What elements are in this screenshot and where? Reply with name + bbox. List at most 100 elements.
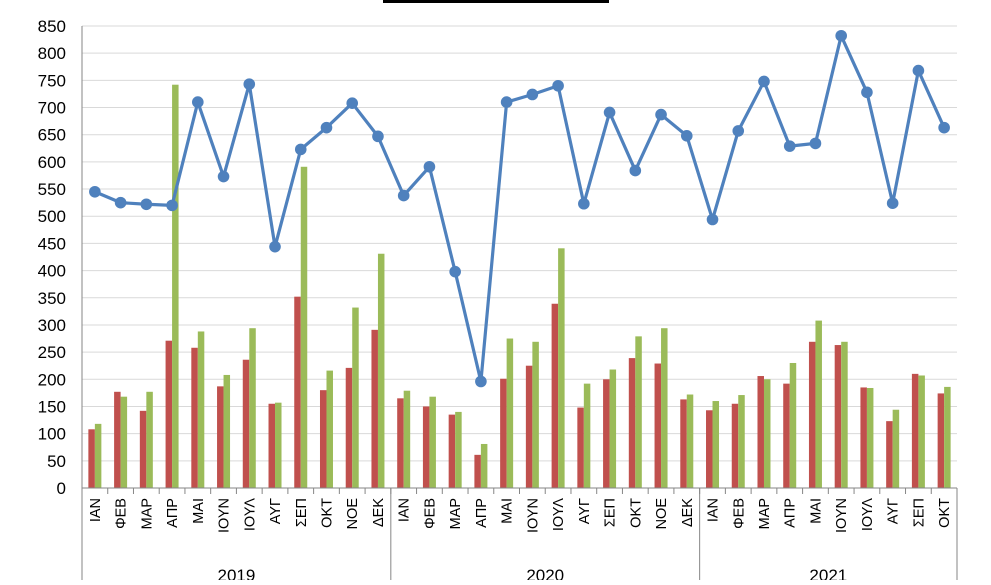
bar: [841, 341, 848, 488]
series-point: [500, 96, 513, 108]
bar: [558, 248, 565, 488]
bar: [680, 399, 687, 488]
bar: [918, 375, 925, 488]
series-point: [140, 198, 153, 211]
x-tick-label: ΙΟΥΛ: [860, 498, 876, 531]
x-tick-label: ΜΑΙ: [191, 498, 207, 524]
bar: [506, 338, 514, 488]
x-tick-label: ΔΕΚ: [680, 498, 696, 527]
bar: [860, 387, 867, 488]
series-point: [886, 197, 899, 209]
bar: [532, 341, 539, 488]
series-point: [706, 213, 719, 226]
x-tick-label: ΑΥΓ: [268, 498, 284, 524]
bar: [551, 303, 559, 488]
bar: [911, 373, 919, 488]
x-tick-label: ΑΥΓ: [577, 498, 593, 524]
bar: [944, 386, 951, 488]
y-tick-label: 350: [38, 289, 66, 308]
y-tick-label: 150: [38, 397, 66, 416]
y-tick-label: 300: [38, 316, 66, 335]
bar: [197, 331, 205, 488]
bar: [654, 363, 662, 488]
y-tick-label: 800: [38, 44, 66, 63]
y-tick-label: 0: [57, 479, 66, 498]
bar: [455, 411, 462, 488]
y-tick-label: 650: [38, 126, 66, 145]
series-point: [423, 160, 436, 173]
bar: [448, 414, 456, 488]
bar: [326, 370, 333, 488]
x-tick-label: ΙΟΥΛ: [551, 498, 567, 531]
bar: [146, 391, 153, 488]
bar: [345, 367, 353, 488]
series-point: [89, 185, 101, 198]
series-point: [294, 143, 307, 156]
axes: [81, 26, 958, 580]
bar: [397, 398, 404, 488]
series-point: [912, 64, 925, 77]
bar: [783, 383, 790, 488]
bar: [577, 407, 584, 488]
bar: [422, 406, 430, 488]
y-axis-tick-labels: 0 50 100 150 200 250 300 350 400 450 500 550 600 650 7…: [38, 17, 66, 498]
series-point: [243, 78, 256, 90]
bar: [371, 329, 378, 488]
x-tick-label: ΙΑΝ: [706, 498, 722, 522]
x-tick-label: ΑΥΓ: [886, 498, 902, 524]
series-point: [192, 96, 204, 108]
bar: [352, 307, 359, 488]
y-tick-label: 200: [38, 370, 66, 389]
bar: [609, 369, 617, 488]
bar: [268, 403, 276, 488]
bar: [191, 347, 198, 488]
line-series: [89, 29, 950, 388]
series-point: [578, 197, 590, 210]
x-tick-label: ΑΠΡ: [165, 498, 181, 528]
series-point: [269, 240, 281, 253]
x-axis-tick-labels: ΙΑΝ ΦΕΒ ΜΑΡ ΑΠΡ ΜΑΙ ΙΟΥΝ ΙΟΥΛ ΑΥΓ ΣΕΠ ΟΚΤ ΝΟΕ ΔΕΚ ΙΑ…: [88, 498, 953, 585]
bar: [377, 253, 385, 488]
x-tick-label: ΙΟΥΝ: [525, 498, 541, 533]
x-tick-label: ΝΟΕ: [654, 498, 670, 530]
bar: [757, 376, 764, 488]
bars: [88, 84, 951, 489]
series-line: [94, 34, 946, 384]
bar: [275, 402, 282, 488]
x-tick-label: ΙΟΥΛ: [242, 498, 258, 531]
bar: [834, 345, 842, 488]
bar: [429, 396, 436, 488]
x-tick-label: ΔΕΚ: [371, 498, 387, 527]
x-tick-label: ΦΕΒ: [731, 498, 747, 529]
bar: [866, 387, 874, 488]
y-tick-label: 450: [38, 234, 66, 253]
series-point: [758, 75, 770, 88]
x-tick-label: ΜΑΡ: [757, 498, 773, 529]
series-point: [397, 189, 410, 202]
series-point: [629, 164, 642, 177]
bar: [686, 394, 694, 488]
x-tick-label: ΦΕΒ: [114, 498, 130, 529]
bar: [937, 393, 945, 488]
gridlines: [82, 25, 957, 462]
x-tick-label: ΑΠΡ: [783, 498, 799, 528]
bar: [763, 379, 771, 488]
bar: [94, 423, 102, 488]
series-point: [449, 265, 461, 278]
x-tick-label: ΝΟΕ: [345, 498, 361, 530]
bar: [808, 341, 816, 488]
y-tick-label: 250: [38, 343, 66, 362]
bar: [294, 296, 301, 488]
series-point: [372, 130, 384, 143]
bar: [139, 410, 147, 488]
x-tick-label: ΙΟΥΝ: [217, 498, 233, 533]
bar: [789, 362, 797, 488]
bar: [500, 378, 507, 488]
x-tick-label: ΜΑΡ: [448, 498, 464, 529]
x-tick-label: ΟΚΤ: [628, 498, 644, 528]
x-tick-label: ΟΚΤ: [937, 498, 953, 528]
x-tick-label: ΟΚΤ: [319, 498, 335, 528]
bar: [165, 340, 173, 488]
bar: [120, 396, 128, 488]
